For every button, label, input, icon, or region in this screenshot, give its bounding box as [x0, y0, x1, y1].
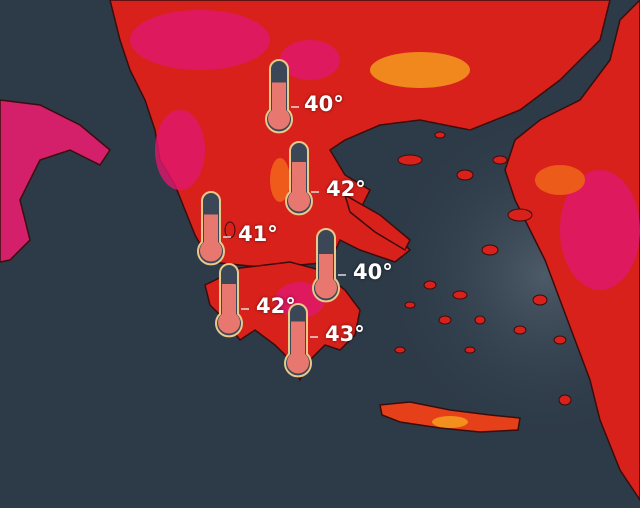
temperature-label: 40° — [353, 260, 393, 284]
thermometer-fill — [315, 254, 337, 299]
thermometer-icon — [197, 191, 231, 266]
temperature-label: 43° — [325, 322, 365, 346]
heat-patches — [130, 10, 640, 428]
temperature-label: 41° — [238, 222, 278, 246]
temperature-label: 40° — [304, 92, 344, 116]
temperature-label: 42° — [326, 177, 366, 201]
thermometer-fill — [268, 82, 290, 130]
thermometer-fill — [288, 162, 310, 212]
thermometer-icon — [265, 59, 299, 134]
land-italy — [0, 99, 111, 263]
aegean-islands — [224, 131, 572, 406]
thermometer-icon — [285, 141, 319, 216]
land-evia — [343, 193, 411, 252]
thermometer-fill — [218, 284, 240, 334]
thermometer-fill — [287, 321, 310, 374]
thermometer-icon — [284, 303, 318, 378]
thermometer-icon — [312, 228, 346, 303]
thermometer-fill — [200, 214, 222, 262]
thermometer-icon — [215, 263, 249, 338]
temperature-label: 42° — [256, 294, 296, 318]
